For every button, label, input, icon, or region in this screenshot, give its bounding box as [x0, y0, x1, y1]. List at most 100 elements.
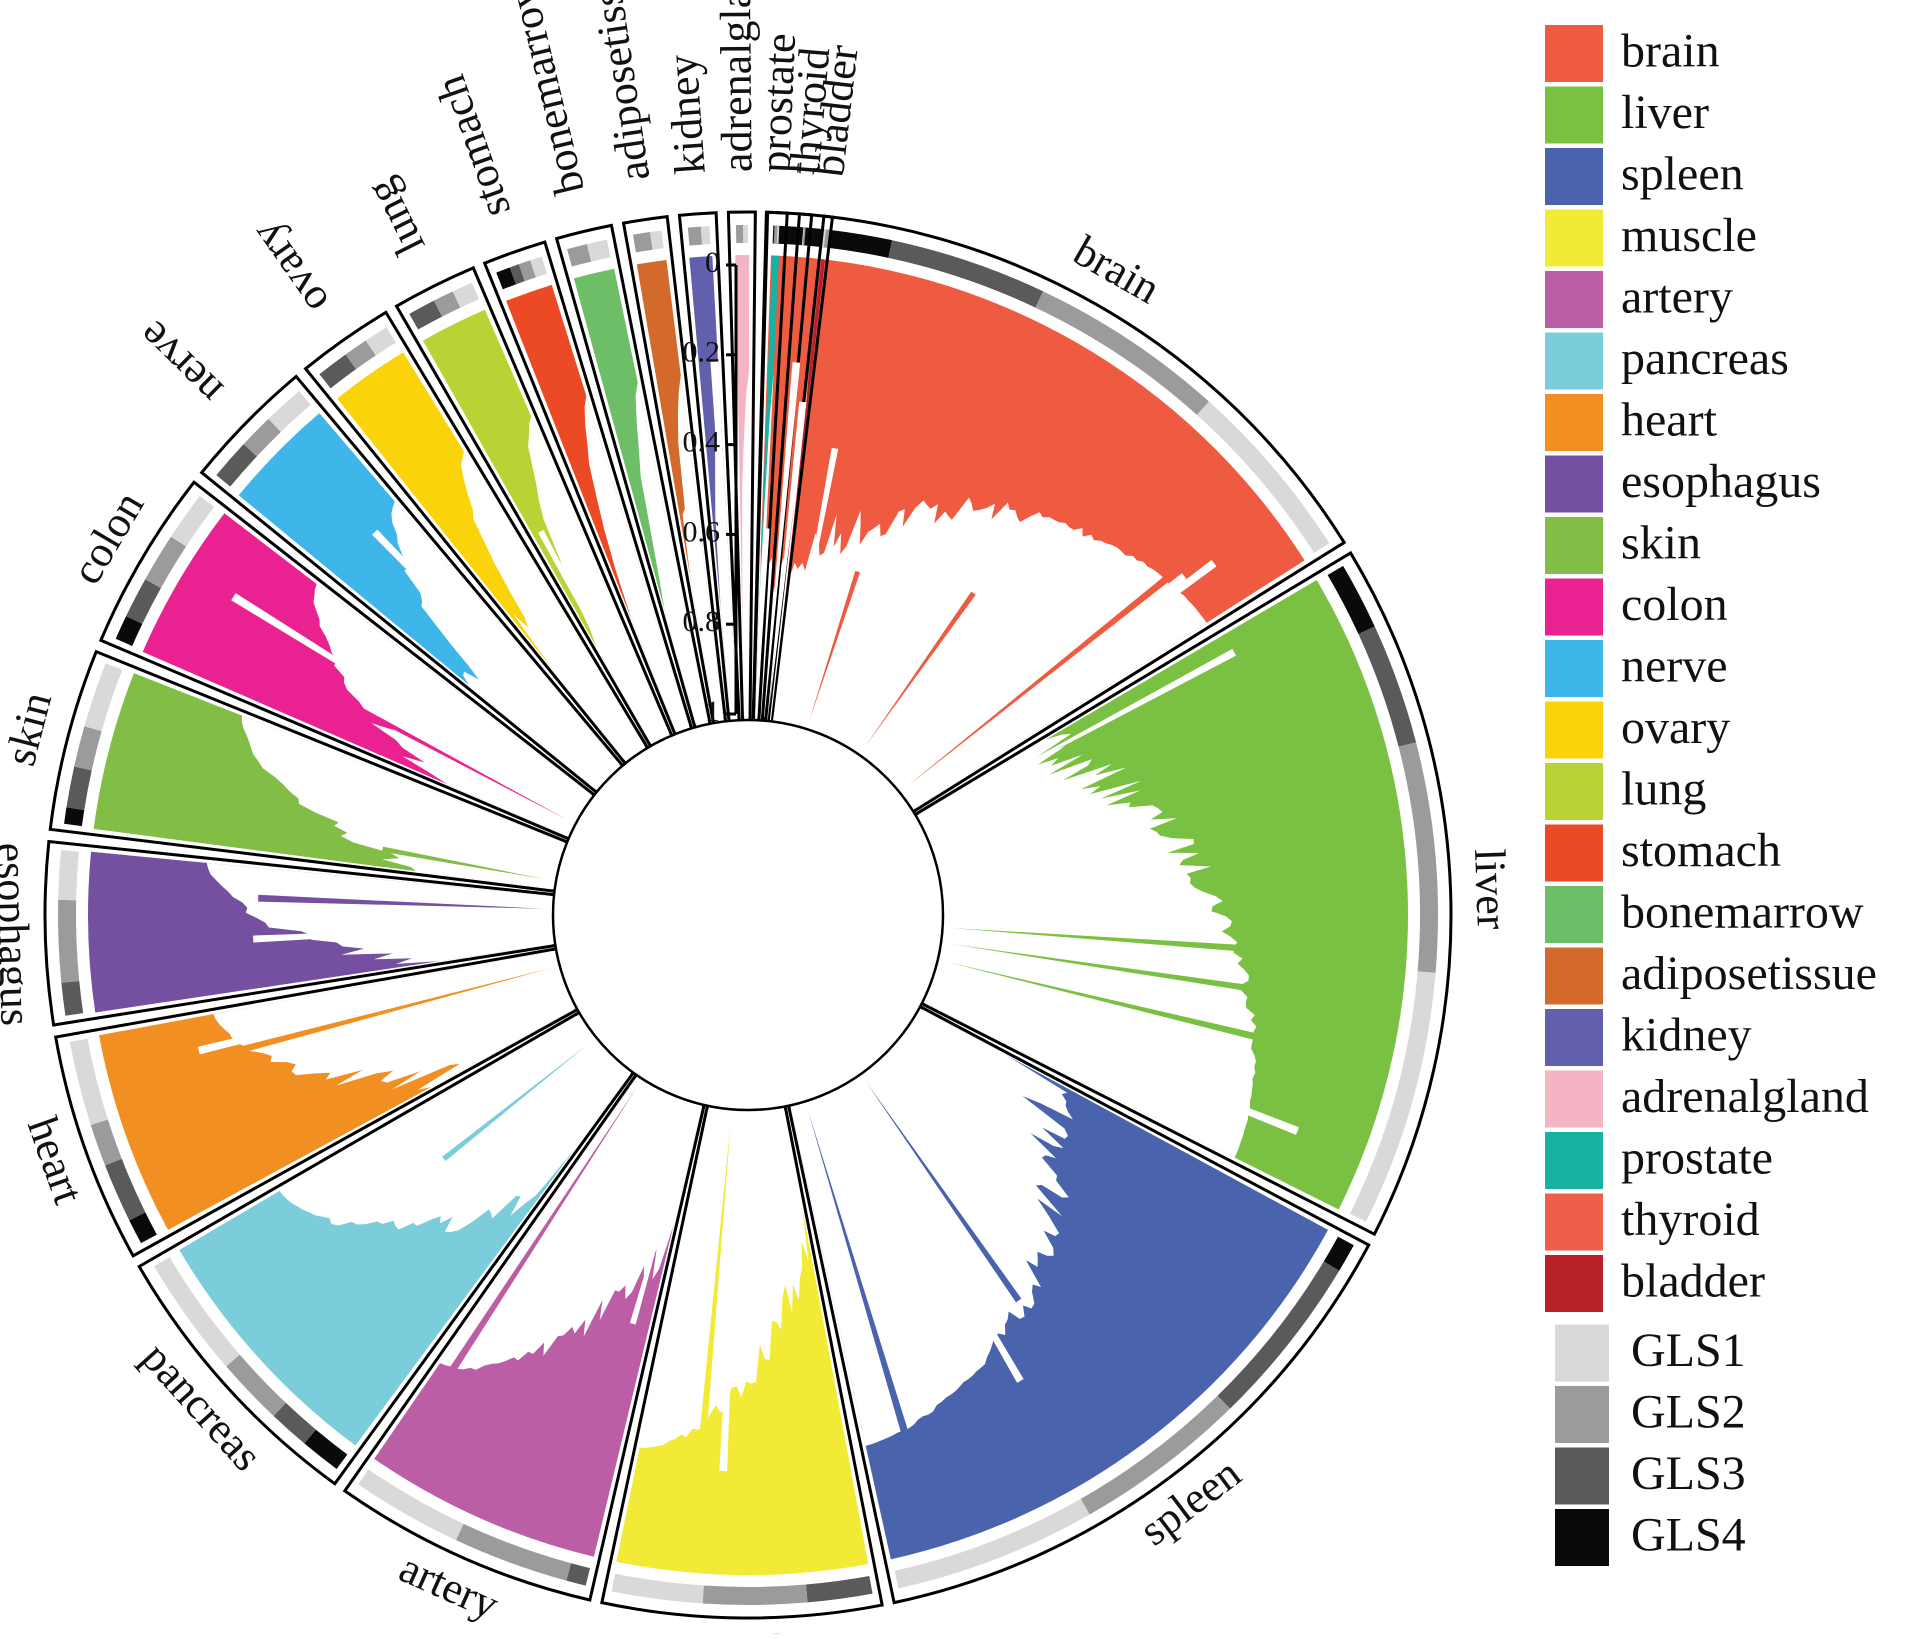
gls-band-ovary-gls2	[345, 340, 376, 370]
sector-label-nerve: nerve	[128, 311, 232, 414]
legend-label-colon: colon	[1621, 578, 1728, 631]
legend-swatch-muscle	[1545, 209, 1603, 267]
gls-band-adrenalgland-gls1	[743, 225, 748, 244]
sector-frame-stomach	[482, 240, 693, 735]
sector-label-brain: brain	[1065, 226, 1168, 313]
gls-band-ring	[58, 225, 1439, 1605]
sector-spike-skin	[382, 846, 547, 880]
sector-frame-prostate	[751, 210, 789, 720]
gls-band-bonemarrow-gls1	[586, 239, 611, 262]
gls-band-thyroid-gls2	[802, 227, 806, 246]
gls-band-muscle-gls1	[611, 1573, 704, 1604]
legend-label-ovary: ovary	[1621, 701, 1730, 754]
sector-spike-ovary	[514, 543, 639, 742]
sector-variation-stomach	[584, 395, 691, 734]
gls-band-pancreas-gls4	[304, 1429, 348, 1469]
sector-variation-esophagus	[206, 862, 556, 964]
sector-spike-adrenalgland	[742, 486, 749, 711]
gls-band-lung-gls3	[409, 300, 443, 330]
inner-circle	[551, 718, 945, 1112]
sector-spike-pancreas	[442, 1043, 589, 1161]
sector-label-stomach: stomach	[425, 69, 520, 224]
sector-spike-prostate	[757, 528, 770, 711]
sector-spike-colon	[205, 624, 567, 820]
sector-spike-heart	[161, 968, 551, 1075]
legend-label-heart: heart	[1621, 394, 1718, 447]
legend-label-lung: lung	[1621, 763, 1706, 816]
gls-band-heart-gls2	[90, 1119, 122, 1166]
gls-band-ovary-gls1	[365, 327, 396, 356]
sector-label-ovary: ovary	[241, 213, 339, 323]
legend-swatch-gls3	[1555, 1447, 1609, 1505]
sector-spike-liver	[928, 648, 1236, 817]
legend-label-pancreas: pancreas	[1621, 332, 1789, 385]
legend-label-prostate: prostate	[1621, 1132, 1773, 1185]
gls-band-heart-gls1	[69, 1038, 108, 1126]
legend-swatch-bladder	[1545, 1255, 1603, 1312]
sector-variation-brain	[754, 497, 1207, 811]
legend-label-gls2: GLS2	[1631, 1386, 1746, 1439]
sector-label-liver: liver	[1465, 848, 1517, 931]
sector-label-heart: heart	[18, 1111, 94, 1210]
sector-frame-thyroid	[760, 212, 814, 721]
sector-spike-artery	[629, 1112, 694, 1325]
gls-band-muscle-gls3	[805, 1575, 873, 1603]
gls-band-heart-gls3	[105, 1158, 146, 1221]
gls-band-adrenalgland-gls2	[735, 225, 744, 244]
legend-label-adrenalgland: adrenalgland	[1621, 1070, 1869, 1123]
sector-variation-muscle	[639, 1106, 809, 1448]
gls-band-colon-gls1	[171, 495, 215, 547]
sector-spike-bladder	[769, 401, 807, 712]
gls-band-stomach-gls2	[518, 260, 536, 282]
gls-band-prostate-gls1	[776, 225, 780, 244]
sector-label-colon: colon	[62, 483, 154, 592]
gls-band-pancreas-gls1	[154, 1257, 240, 1367]
sector-variation-liver	[916, 733, 1257, 1158]
sector-variation-pancreas	[279, 1013, 633, 1232]
sector-spike-liver	[950, 943, 1346, 1007]
sector-spike-spleen	[852, 1091, 1024, 1383]
legend-label-stomach: stomach	[1621, 824, 1781, 877]
legend-swatch-adrenalgland	[1545, 1070, 1603, 1128]
legend-label-brain: brain	[1621, 25, 1720, 78]
legend-swatch-skin	[1545, 517, 1603, 574]
legend-swatch-colon	[1545, 578, 1603, 636]
sector-frame-bladder	[767, 214, 835, 722]
gls-band-colon-gls3	[126, 579, 161, 624]
gls-band-pancreas-gls2	[226, 1354, 286, 1417]
gls-band-liver-gls4	[1327, 565, 1375, 634]
sector-spike-lung	[538, 529, 650, 735]
sector-variation-lung	[528, 416, 671, 746]
sector-spike-brain	[911, 559, 1217, 791]
sector-spike-esophagus	[258, 894, 544, 909]
gls-band-esophagus-gls1	[58, 850, 79, 901]
y-tick-label: 0.6	[683, 515, 721, 548]
sector-spike-brain	[865, 591, 976, 747]
legend: brain liver spleen muscle artery pancreas hear…	[1545, 25, 1877, 1566]
legend-swatch-esophagus	[1545, 455, 1603, 513]
legend-label-spleen: spleen	[1621, 148, 1744, 201]
gls-band-bladder-gls1	[821, 229, 827, 248]
gls-band-lung-gls1	[452, 282, 479, 308]
gls-band-colon-gls4	[115, 616, 143, 646]
sector-spike-brain	[907, 546, 1207, 787]
legend-label-skin: skin	[1621, 517, 1701, 570]
sector-label-esophagus: esophagus	[0, 842, 41, 1027]
gls-band-spleen-gls4	[1323, 1236, 1354, 1271]
legend-label-liver: liver	[1621, 86, 1709, 139]
sector-variation-skin	[241, 715, 567, 890]
legend-swatch-artery	[1545, 271, 1603, 328]
legend-swatch-lung	[1545, 763, 1603, 820]
sector-spike-adiposetissue	[686, 525, 717, 713]
gls-band-nerve-gls3	[216, 444, 257, 487]
gls-band-liver-gls1	[1349, 971, 1436, 1222]
legend-swatch-thyroid	[1545, 1193, 1603, 1251]
legend-label-gls3: GLS3	[1631, 1447, 1746, 1500]
gls-band-skin-gls2	[74, 726, 102, 771]
sector-frame-kidney	[677, 211, 741, 721]
gls-band-skin-gls1	[84, 663, 123, 732]
gls-band-liver-gls3	[1358, 626, 1417, 747]
gls-band-spleen-gls1	[894, 1498, 1090, 1589]
sector-spike-stomach	[592, 471, 681, 722]
sector-label-skin: skin	[0, 687, 61, 770]
